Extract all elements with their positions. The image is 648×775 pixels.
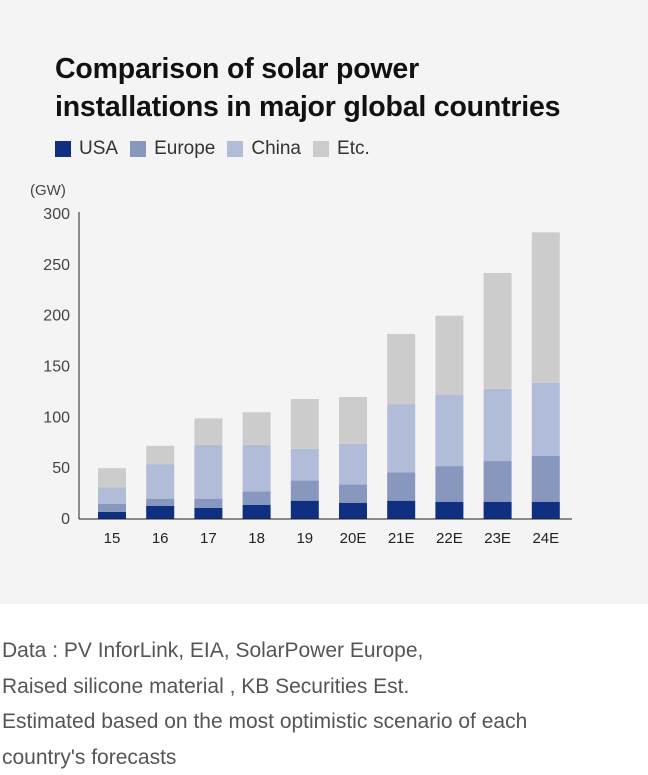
legend-swatch-usa — [55, 141, 71, 157]
legend-label-europe: Europe — [154, 138, 215, 160]
chart-panel: Comparison of solar power installations … — [0, 0, 648, 604]
bar-segment-etc-24e — [532, 232, 560, 382]
bar-segment-europe-23e — [484, 461, 512, 502]
x-tick-label: 20E — [340, 530, 367, 547]
chart-title-line-1: Comparison of solar power — [55, 50, 635, 88]
bar-segment-china-16 — [146, 464, 174, 499]
bar-segment-europe-16 — [146, 499, 174, 506]
bar-segment-usa-22e — [435, 502, 463, 519]
bar-segment-etc-21e — [387, 334, 415, 404]
bar-segment-china-15 — [98, 487, 126, 503]
x-tick-label: 23E — [484, 530, 511, 547]
bar-segment-china-19 — [291, 449, 319, 481]
bar-segment-europe-15 — [98, 504, 126, 512]
legend-label-usa: USA — [79, 138, 118, 160]
legend-swatch-europe — [130, 141, 146, 157]
legend-swatch-etc — [313, 141, 329, 157]
bar-segment-usa-23e — [484, 502, 512, 519]
x-tick-label: 17 — [200, 530, 217, 547]
legend-item-usa: USA — [55, 138, 118, 160]
bar-segment-etc-20e — [339, 397, 367, 444]
bar-segment-usa-16 — [146, 506, 174, 519]
legend-label-china: China — [251, 138, 301, 160]
x-tick-label: 21E — [388, 530, 415, 547]
bar-segment-china-22e — [435, 395, 463, 466]
bar-segment-china-20e — [339, 444, 367, 485]
source-note: Data : PV InforLink, EIA, SolarPower Eur… — [2, 633, 642, 775]
bar-segment-usa-20e — [339, 503, 367, 519]
bar-segment-etc-19 — [291, 399, 319, 449]
bar-segment-europe-17 — [194, 499, 222, 508]
y-tick-label: 50 — [52, 460, 70, 477]
x-tick-label: 24E — [532, 530, 559, 547]
x-tick-label: 19 — [296, 530, 313, 547]
bar-segment-etc-22e — [435, 316, 463, 395]
y-axis-unit-label: (GW) — [30, 182, 66, 199]
bar-segment-etc-15 — [98, 468, 126, 487]
bar-segment-europe-24e — [532, 456, 560, 502]
source-line-4: country's forecasts — [2, 740, 642, 775]
source-line-3: Estimated based on the most optimistic s… — [2, 704, 642, 740]
bar-segment-usa-19 — [291, 501, 319, 519]
bar-segment-china-17 — [194, 445, 222, 499]
y-tick-label: 100 — [43, 409, 70, 426]
chart-title-line-2: installations in major global countries — [55, 88, 635, 126]
legend-item-etc: Etc. — [313, 138, 370, 160]
y-tick-label: 250 — [43, 257, 70, 274]
bar-segment-usa-15 — [98, 512, 126, 519]
bar-segment-china-24e — [532, 383, 560, 456]
bar-segment-china-23e — [484, 389, 512, 461]
bar-segment-europe-18 — [243, 492, 271, 505]
bar-segment-usa-18 — [243, 505, 271, 519]
bar-segment-europe-19 — [291, 480, 319, 500]
legend-swatch-china — [227, 141, 243, 157]
legend-label-etc: Etc. — [337, 138, 370, 160]
chart-legend: USA Europe China Etc. — [55, 138, 382, 160]
x-tick-label: 15 — [104, 530, 121, 547]
y-tick-label: 200 — [43, 308, 70, 325]
source-line-2: Raised silicone material , KB Securities… — [2, 669, 642, 705]
y-tick-label: 300 — [43, 206, 70, 223]
x-tick-label: 22E — [436, 530, 463, 547]
bar-segment-europe-22e — [435, 466, 463, 502]
y-tick-label: 0 — [61, 511, 70, 528]
bar-segment-etc-23e — [484, 273, 512, 389]
bar-segment-usa-24e — [532, 502, 560, 519]
bar-segment-china-18 — [243, 445, 271, 492]
x-tick-label: 16 — [152, 530, 169, 547]
bar-segment-usa-21e — [387, 501, 415, 519]
bar-segment-etc-16 — [146, 446, 174, 464]
legend-item-china: China — [227, 138, 301, 160]
bar-segment-europe-20e — [339, 484, 367, 502]
x-tick-label: 18 — [248, 530, 265, 547]
legend-item-europe: Europe — [130, 138, 215, 160]
bar-segment-etc-18 — [243, 412, 271, 445]
y-tick-label: 150 — [43, 359, 70, 376]
bar-segment-usa-17 — [194, 508, 222, 519]
stacked-bar-chart: (GW) 0 50 100 150 200 250 300 15 16 17 18 19 20E 21E 22… — [0, 170, 648, 560]
bar-segment-china-21e — [387, 404, 415, 472]
source-line-1: Data : PV InforLink, EIA, SolarPower Eur… — [2, 633, 642, 669]
chart-title: Comparison of solar power installations … — [55, 50, 635, 126]
bar-segment-europe-21e — [387, 472, 415, 500]
bar-segment-etc-17 — [194, 418, 222, 444]
